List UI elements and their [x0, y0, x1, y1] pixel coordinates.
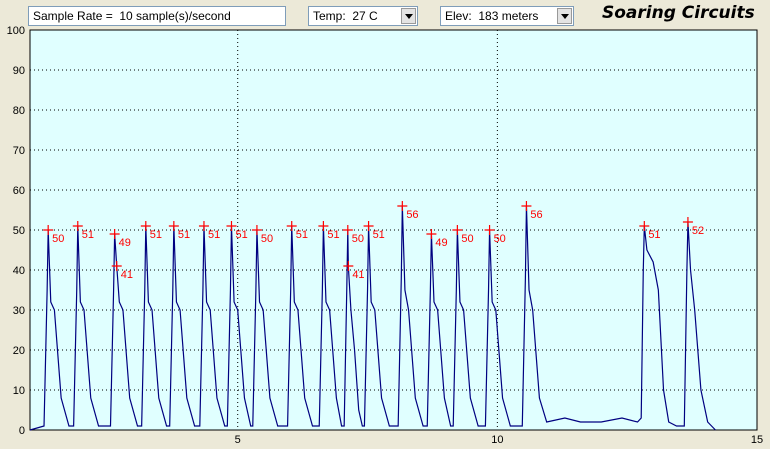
- elev-value: Elev: 183 meters: [445, 9, 539, 23]
- peak-marker: [426, 229, 437, 239]
- peak-marker: [109, 229, 120, 239]
- x-tick-label: 10: [491, 434, 503, 446]
- temp-dropdown[interactable]: Temp: 27 C: [308, 6, 418, 26]
- peak-label: 51: [235, 229, 247, 241]
- peak-marker: [484, 225, 495, 235]
- elev-dropdown[interactable]: Elev: 183 meters: [440, 6, 574, 26]
- peak-marker: [521, 201, 532, 211]
- peak-marker: [452, 225, 463, 235]
- peak-label: 50: [261, 233, 273, 245]
- peak-label: 51: [178, 229, 190, 241]
- dropdown-button[interactable]: [557, 8, 572, 24]
- dropdown-button[interactable]: [401, 8, 416, 24]
- signal-line: [29, 205, 716, 431]
- brand: Soaring Circuits: [602, 3, 755, 23]
- peak-marker: [111, 261, 122, 271]
- arrow: [561, 14, 569, 19]
- peak-label: 50: [494, 233, 506, 245]
- peak-marker: [43, 225, 54, 235]
- peak-label: 51: [208, 229, 220, 241]
- peak-marker: [363, 221, 374, 231]
- peak-marker: [639, 221, 650, 231]
- y-tick-label: 10: [13, 385, 25, 397]
- peak-marker: [286, 221, 297, 231]
- peak-marker: [343, 261, 354, 271]
- x-tick-label: 5: [235, 434, 241, 446]
- peak-label: 52: [692, 225, 704, 237]
- y-tick-label: 90: [13, 65, 25, 77]
- y-tick-label: 0: [19, 425, 25, 437]
- peak-label: 51: [82, 229, 94, 241]
- y-tick-label: 70: [13, 145, 25, 157]
- peak-marker: [318, 221, 329, 231]
- peak-label: 49: [435, 237, 447, 249]
- sample-rate-field[interactable]: Sample Rate = 10 sample(s)/second: [28, 6, 286, 26]
- peak-marker: [140, 221, 151, 231]
- peak-label: 50: [461, 233, 473, 245]
- y-tick-label: 30: [13, 305, 25, 317]
- peak-label: 41: [352, 269, 364, 281]
- peak-label: 56: [406, 209, 418, 221]
- x-tick-label: 15: [751, 434, 763, 446]
- peak-marker: [682, 217, 693, 227]
- peak-label: 50: [52, 233, 64, 245]
- peak-label: 50: [352, 233, 364, 245]
- peak-marker: [168, 221, 179, 231]
- peak-label: 51: [648, 229, 660, 241]
- temp-value: Temp: 27 C: [313, 9, 378, 23]
- peak-label: 51: [296, 229, 308, 241]
- peak-marker: [198, 221, 209, 231]
- peak-label: 49: [119, 237, 131, 249]
- peak-label: 51: [150, 229, 162, 241]
- peak-label: 41: [121, 269, 133, 281]
- y-tick-label: 40: [13, 265, 25, 277]
- peak-label: 51: [327, 229, 339, 241]
- peak-label: 51: [373, 229, 385, 241]
- y-tick-label: 80: [13, 105, 25, 117]
- y-tick-label: 20: [13, 345, 25, 357]
- peak-marker: [251, 225, 262, 235]
- peak-marker: [72, 221, 83, 231]
- peak-label: 56: [530, 209, 542, 221]
- y-tick-label: 60: [13, 185, 25, 197]
- peak-marker: [226, 221, 237, 231]
- arrow: [405, 14, 413, 19]
- peak-marker: [342, 225, 353, 235]
- y-tick-label: 50: [13, 225, 25, 237]
- y-tick-label: 100: [7, 25, 25, 37]
- peak-marker: [397, 201, 408, 211]
